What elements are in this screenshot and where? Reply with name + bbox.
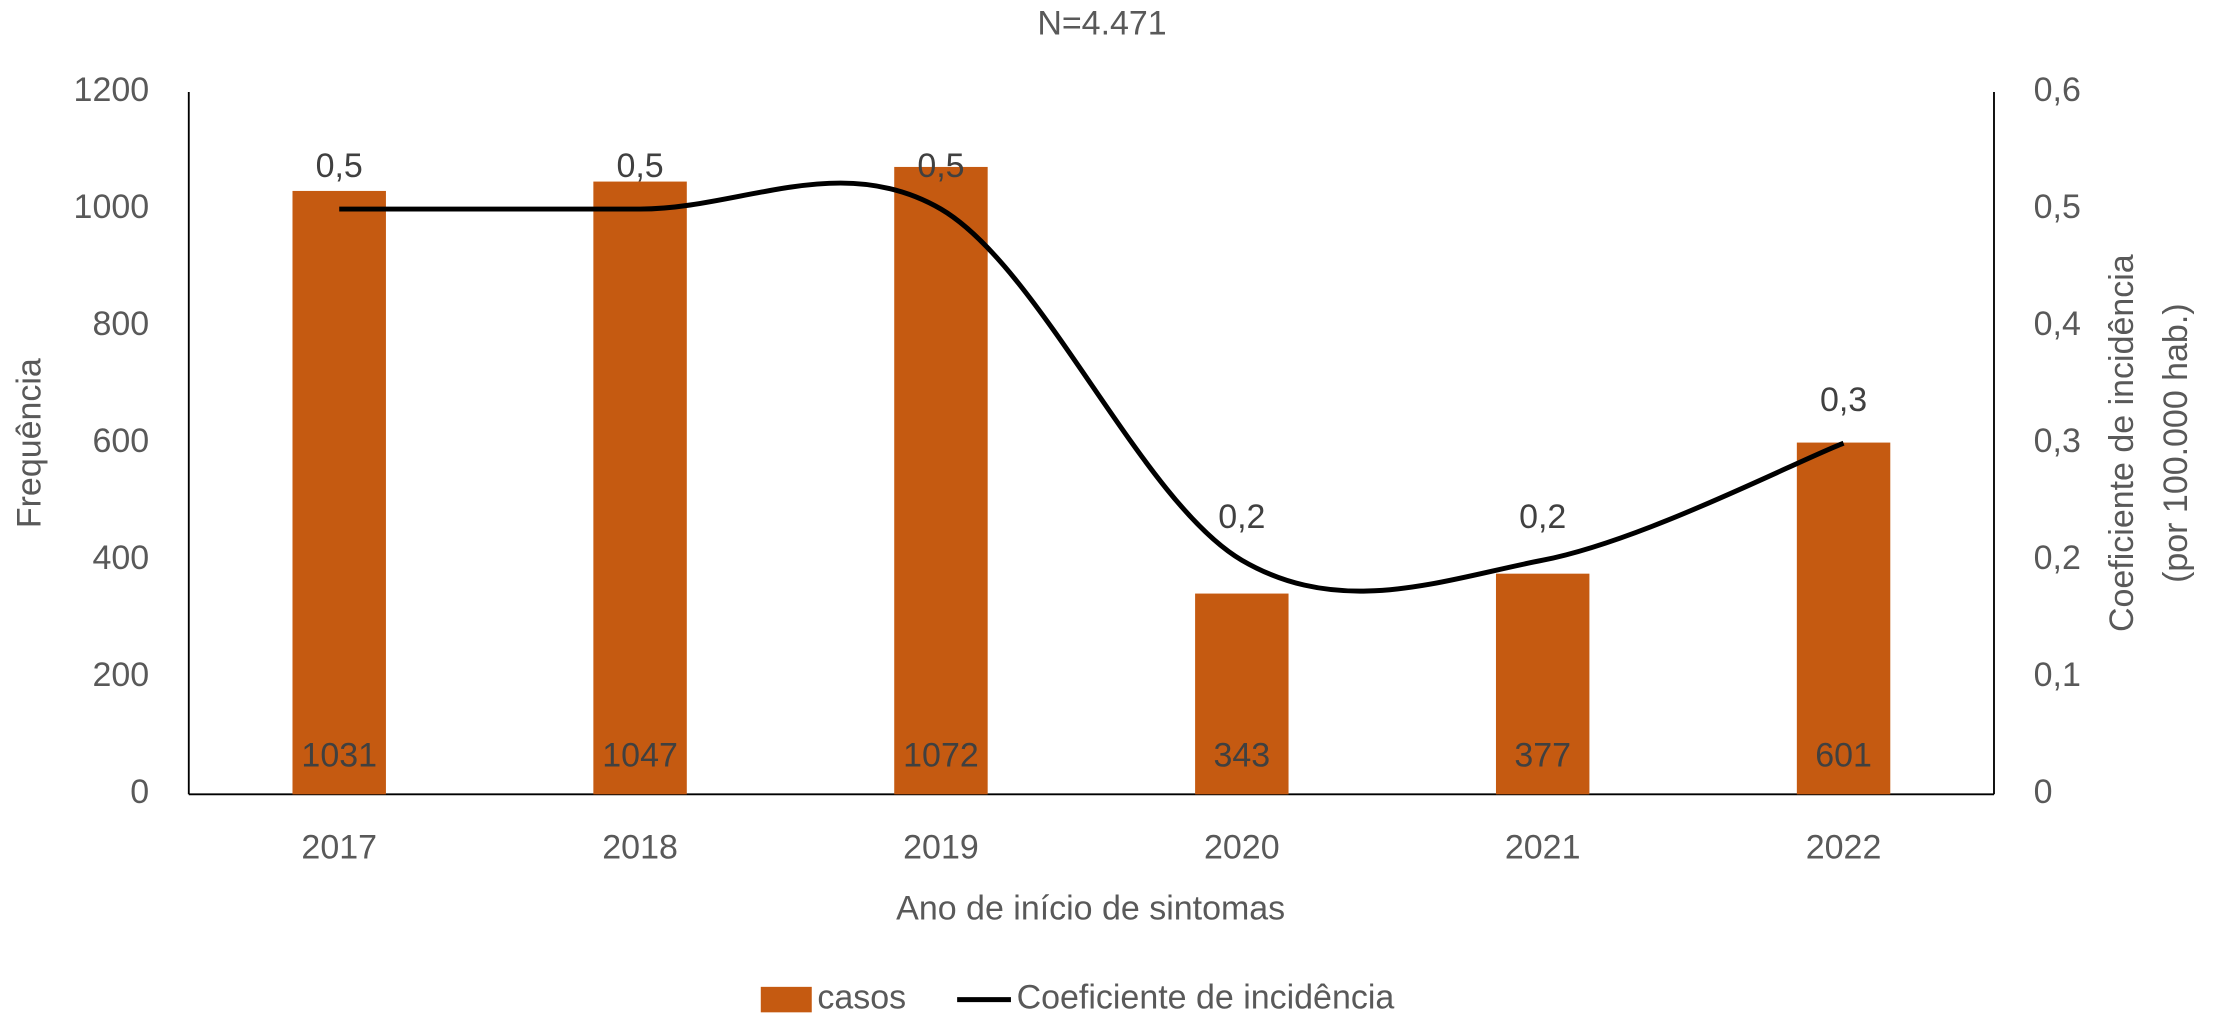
- bar: [593, 181, 687, 795]
- chart-title: N=4.471: [1037, 4, 1166, 42]
- line-value-label: 0,5: [616, 147, 663, 185]
- y2-tick-label: 0: [2034, 773, 2053, 811]
- bar-value-label: 1072: [903, 736, 979, 774]
- bar-value-label: 1031: [301, 736, 377, 774]
- bar: [1195, 593, 1289, 795]
- y-tick-label: 0: [130, 773, 149, 811]
- y-tick-label: 800: [92, 305, 149, 343]
- y-tick-label: 1200: [74, 71, 150, 109]
- y-tick-label: 1000: [74, 188, 150, 226]
- line: [339, 180, 1845, 594]
- x-axis-label: Ano de início de sintomas: [896, 889, 1285, 927]
- x-tick-label: 2018: [602, 828, 678, 866]
- x-tick-label: 2021: [1505, 828, 1581, 866]
- bar-value-label: 1047: [602, 736, 678, 774]
- y2-axis-label: Coeficiente de incidência: [2103, 254, 2141, 632]
- bar: [1796, 442, 1891, 795]
- x-tick-label: 2022: [1806, 828, 1882, 866]
- y2-tick-label: 0,6: [2034, 71, 2081, 109]
- bar-value-label: 601: [1815, 736, 1872, 774]
- bar-value-label: 343: [1213, 736, 1270, 774]
- legend-swatch: [760, 986, 812, 1013]
- y2-tick-label: 0,5: [2034, 188, 2081, 226]
- line-value-label: 0,5: [917, 147, 964, 185]
- line-value-label: 0,3: [1820, 381, 1867, 419]
- y2-tick-label: 0,2: [2034, 539, 2081, 577]
- line-value-label: 0,5: [316, 147, 363, 185]
- x-tick-label: 2017: [301, 828, 377, 866]
- y2-axis-label: (por 100.000 hab.): [2157, 303, 2195, 582]
- y2-tick-label: 0,3: [2034, 422, 2081, 460]
- y-tick-label: 600: [92, 422, 149, 460]
- x-tick-label: 2020: [1204, 828, 1280, 866]
- bar: [894, 166, 988, 795]
- y-tick-label: 200: [92, 656, 149, 694]
- y2-tick-label: 0,4: [2034, 305, 2081, 343]
- x-tick-label: 2019: [903, 828, 979, 866]
- y2-tick-label: 0,1: [2034, 656, 2081, 694]
- legend-label: Coeficiente de incidência: [1017, 979, 1395, 1017]
- bar: [1495, 573, 1590, 795]
- line-value-label: 0,2: [1519, 498, 1566, 536]
- y-tick-label: 400: [92, 539, 149, 577]
- line-value-label: 0,2: [1218, 498, 1265, 536]
- bar-value-label: 377: [1514, 736, 1571, 774]
- legend-label: casos: [817, 979, 906, 1017]
- bar: [292, 190, 386, 795]
- y-axis-label: Frequência: [11, 358, 49, 528]
